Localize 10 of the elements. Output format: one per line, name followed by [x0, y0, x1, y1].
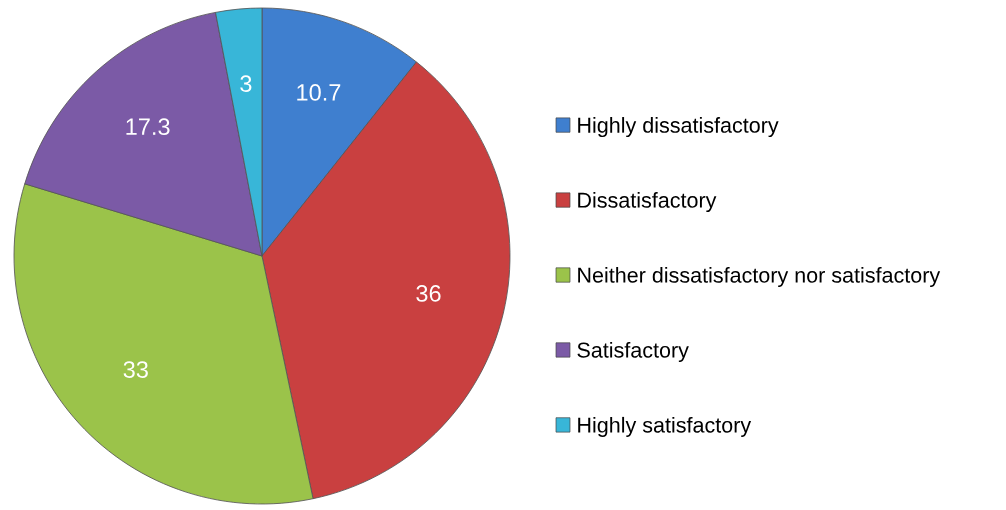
- data-label: 36: [416, 285, 441, 302]
- legend-label: Neither dissatisfactory nor satisfactory: [578, 266, 941, 288]
- legend-label: Highly satisfactory: [578, 416, 752, 437]
- data-label: 3: [240, 75, 252, 92]
- legend-label: Satisfactory: [577, 341, 689, 362]
- data-label: 33: [123, 361, 148, 378]
- legend-label: Dissatisfactory: [578, 192, 717, 213]
- data-label: 10.7: [297, 84, 341, 101]
- legend-label: Highly dissatisfactory: [578, 117, 779, 138]
- data-label: 17.3: [126, 118, 170, 136]
